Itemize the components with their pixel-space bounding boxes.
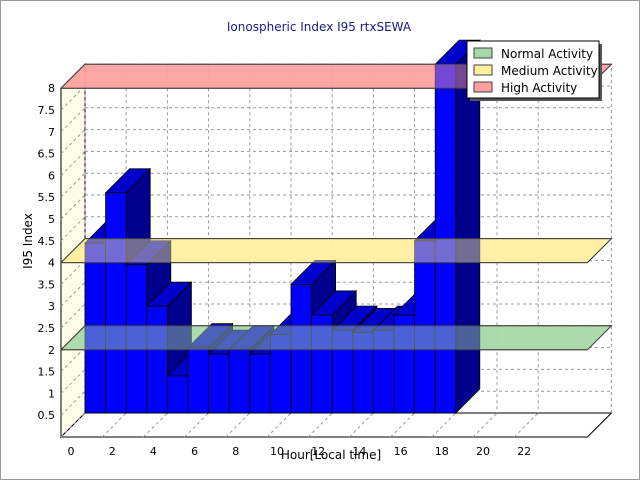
x-tick-label-0: 0 (68, 445, 75, 458)
legend-swatch-medium-activity (473, 64, 493, 76)
bar-front-5 (187, 347, 210, 414)
x-tick-label-11: 22 (517, 445, 531, 458)
y-tick-label-13: 7 (48, 126, 55, 139)
x-tick-label-3: 6 (191, 445, 198, 458)
y-tick-label-5: 3 (48, 300, 55, 313)
bar-front-1 (105, 192, 127, 414)
y-axis-title: I95 Index (21, 213, 35, 269)
x-tick-label-5: 10 (270, 445, 284, 458)
y-tick-label-9: 5 (48, 213, 55, 226)
band-overlay-medium-activity (59, 238, 613, 264)
bar-front-7 (228, 349, 251, 414)
x-tick-label-1: 2 (109, 445, 116, 458)
legend: Normal Activity Medium Activity High Activ… (466, 40, 602, 101)
x-tick-label-10: 20 (476, 445, 490, 458)
x-tick-label-7: 14 (352, 445, 366, 458)
y-tick-label-8: 4.5 (38, 235, 56, 248)
x-tick-label-9: 18 (435, 445, 449, 458)
y-tick-label-14: 7.5 (38, 104, 56, 117)
y-tick-label-7: 4 (48, 257, 55, 270)
y-tick-label-12: 6.5 (38, 148, 56, 161)
x-tick-label-8: 16 (394, 445, 408, 458)
y-tick-label-11: 6 (48, 169, 55, 182)
y-tick-label-2: 1.5 (38, 366, 56, 379)
y-tick-label-3: 2 (48, 344, 55, 357)
bar-front-3 (146, 305, 168, 414)
y-tick-label-0: 0.5 (38, 409, 56, 422)
legend-swatch-high-activity (473, 81, 493, 93)
legend-label-medium-activity: Medium Activity (501, 64, 598, 78)
legend-label-normal-activity: Normal Activity (501, 47, 593, 61)
x-tick-label-2: 4 (150, 445, 157, 458)
y-tick-label-15: 8 (48, 82, 55, 95)
y-tick-label-10: 5.5 (38, 191, 56, 204)
chart-title: Ionospheric Index I95 rtxSEWA (227, 20, 412, 34)
y-tick-label-1: 1 (48, 387, 55, 400)
legend-label-high-activity: High Activity (501, 81, 577, 95)
legend-swatch-normal-activity (473, 47, 493, 59)
band-overlay-normal-activity (59, 325, 613, 351)
x-axis-title: Hour[Local time] (281, 448, 381, 462)
bar-front-4 (166, 375, 189, 414)
bar-front-6 (208, 353, 230, 414)
x-tick-label-6: 12 (311, 445, 325, 458)
bar-front-8 (249, 353, 271, 414)
bar-series (84, 39, 481, 414)
x-tick-label-4: 8 (232, 445, 239, 458)
y-tick-label-4: 2.5 (38, 322, 56, 335)
axes: 0.5 1 1.5 2 2.5 3 3.5 4 4.5 5 5.5 6 6.5 7 7.5 8 0 2 4 6 8 10 1… (38, 82, 532, 458)
floor (59, 412, 613, 438)
y-tick-label-6: 3.5 (38, 278, 56, 291)
